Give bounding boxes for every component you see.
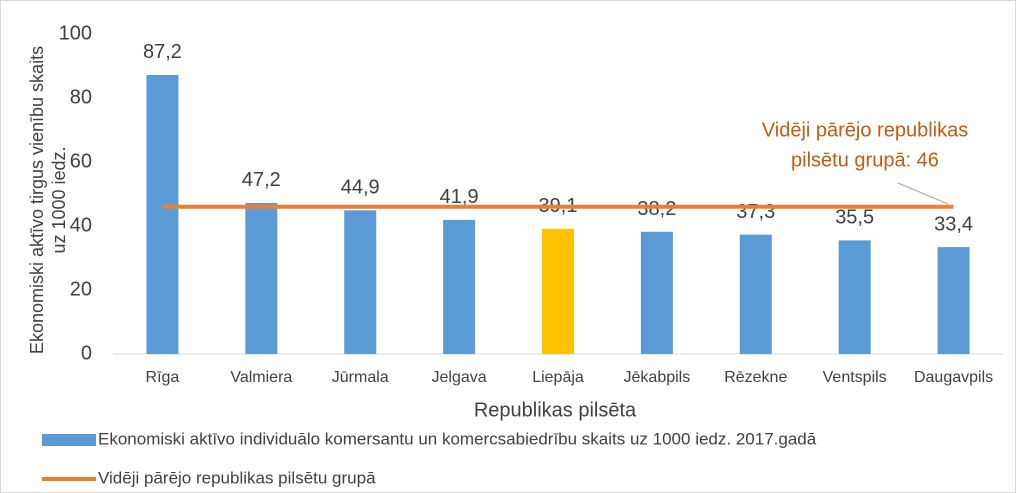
data-label: 33,4 xyxy=(934,213,973,235)
data-label: 41,9 xyxy=(440,186,479,208)
annotation-leader xyxy=(897,182,949,205)
x-tick-label: Rīga xyxy=(146,369,180,386)
legend-label: Vidēji pārējo republikas pilsētu grupā xyxy=(98,468,376,487)
data-label: 35,5 xyxy=(835,207,874,229)
bar xyxy=(739,234,772,354)
data-label: 87,2 xyxy=(143,41,182,63)
y-axis-title-line: uz 1000 iedz. xyxy=(49,146,69,253)
x-tick-label: Liepāja xyxy=(532,369,584,386)
data-label: 44,9 xyxy=(341,177,380,199)
y-axis-title: Ekonomiski aktīvo tirgus vienību skaits … xyxy=(27,46,69,354)
x-tick-label: Ventspils xyxy=(823,369,887,386)
y-tick-label: 0 xyxy=(81,342,92,364)
bar xyxy=(937,247,970,354)
bar xyxy=(344,210,377,354)
y-tick-label: 80 xyxy=(70,86,92,108)
x-tick-label: Jēkabpils xyxy=(624,369,691,386)
annotation-text: Vidēji pārējo republikas xyxy=(762,119,968,141)
y-tick-label: 100 xyxy=(59,22,92,44)
y-tick-label: 40 xyxy=(70,214,92,236)
x-axis-title: Republikas pilsēta xyxy=(474,399,637,421)
bar xyxy=(146,74,179,355)
x-tick-label: Jūrmala xyxy=(332,369,389,386)
legend-label: Ekonomiski aktīvo individuālo komersantu… xyxy=(98,429,817,448)
y-tick-label: 20 xyxy=(70,278,92,300)
annotation-text: pilsētu grupā: 46 xyxy=(791,149,939,171)
x-tick-label: Jelgava xyxy=(432,369,487,386)
legend-swatch xyxy=(42,434,96,446)
data-label: 47,2 xyxy=(242,169,281,191)
bar xyxy=(542,228,574,354)
bar xyxy=(245,202,278,354)
x-tick-label: Daugavpils xyxy=(914,369,993,386)
data-label: 38,2 xyxy=(637,198,676,220)
data-label: 37,3 xyxy=(736,201,775,223)
bar xyxy=(838,240,871,354)
x-tick-label: Valmiera xyxy=(230,369,292,386)
bar xyxy=(640,231,673,354)
x-tick-label: Rēzekne xyxy=(724,369,787,386)
y-axis-title-line: Ekonomiski aktīvo tirgus vienību skaits xyxy=(27,46,47,354)
y-tick-label: 60 xyxy=(70,150,92,172)
bar xyxy=(443,219,476,354)
